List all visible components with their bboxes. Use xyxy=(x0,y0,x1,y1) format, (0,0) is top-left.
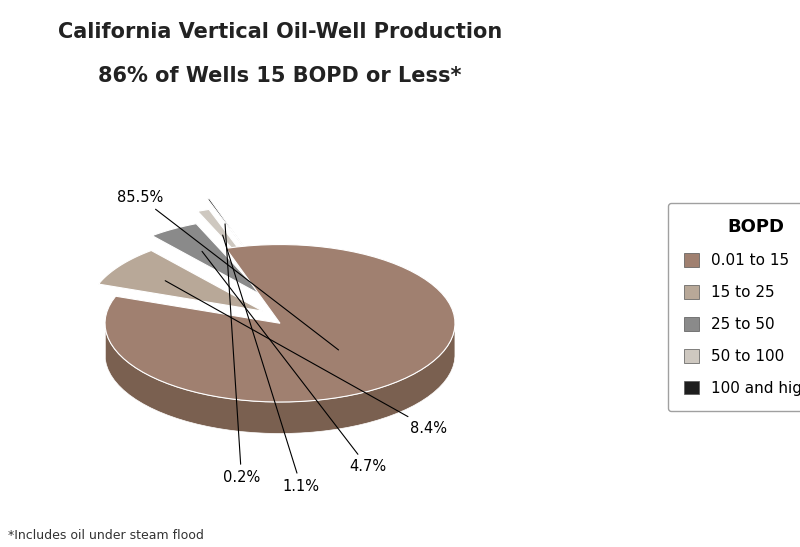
Polygon shape xyxy=(207,199,263,274)
Legend: 0.01 to 15, 15 to 25, 25 to 50, 50 to 100, 100 and higher: 0.01 to 15, 15 to 25, 25 to 50, 50 to 10… xyxy=(669,203,800,411)
Polygon shape xyxy=(98,251,263,311)
Text: 86% of Wells 15 BOPD or Less*: 86% of Wells 15 BOPD or Less* xyxy=(98,66,462,86)
Text: 1.1%: 1.1% xyxy=(222,235,319,493)
Text: 8.4%: 8.4% xyxy=(166,281,447,436)
Text: *Includes oil under steam flood: *Includes oil under steam flood xyxy=(8,528,204,542)
Text: 0.2%: 0.2% xyxy=(223,224,260,485)
Text: 85.5%: 85.5% xyxy=(117,190,338,350)
Polygon shape xyxy=(105,245,455,402)
Polygon shape xyxy=(106,325,455,434)
Text: 4.7%: 4.7% xyxy=(202,251,386,474)
Polygon shape xyxy=(152,224,264,296)
Polygon shape xyxy=(198,210,265,284)
Text: California Vertical Oil-Well Production: California Vertical Oil-Well Production xyxy=(58,22,502,42)
